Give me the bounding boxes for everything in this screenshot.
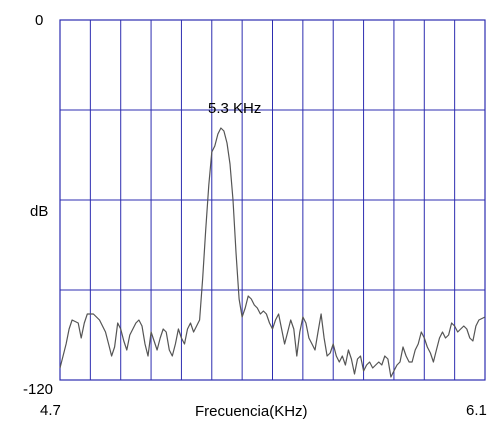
y-axis-label: dB — [30, 203, 48, 220]
y-tick-label-bottom: -120 — [23, 381, 53, 398]
spectrum-line — [59, 127, 486, 378]
plot-frame — [59, 19, 486, 381]
x-axis-label: Frecuencia(KHz) — [195, 403, 308, 420]
peak-annotation: 5.3 KHz — [208, 100, 261, 117]
x-tick-label-right: 6.1 — [466, 402, 487, 419]
y-tick-label-top: 0 — [35, 12, 43, 29]
x-tick-label-left: 4.7 — [40, 402, 61, 419]
grid — [60, 20, 485, 380]
